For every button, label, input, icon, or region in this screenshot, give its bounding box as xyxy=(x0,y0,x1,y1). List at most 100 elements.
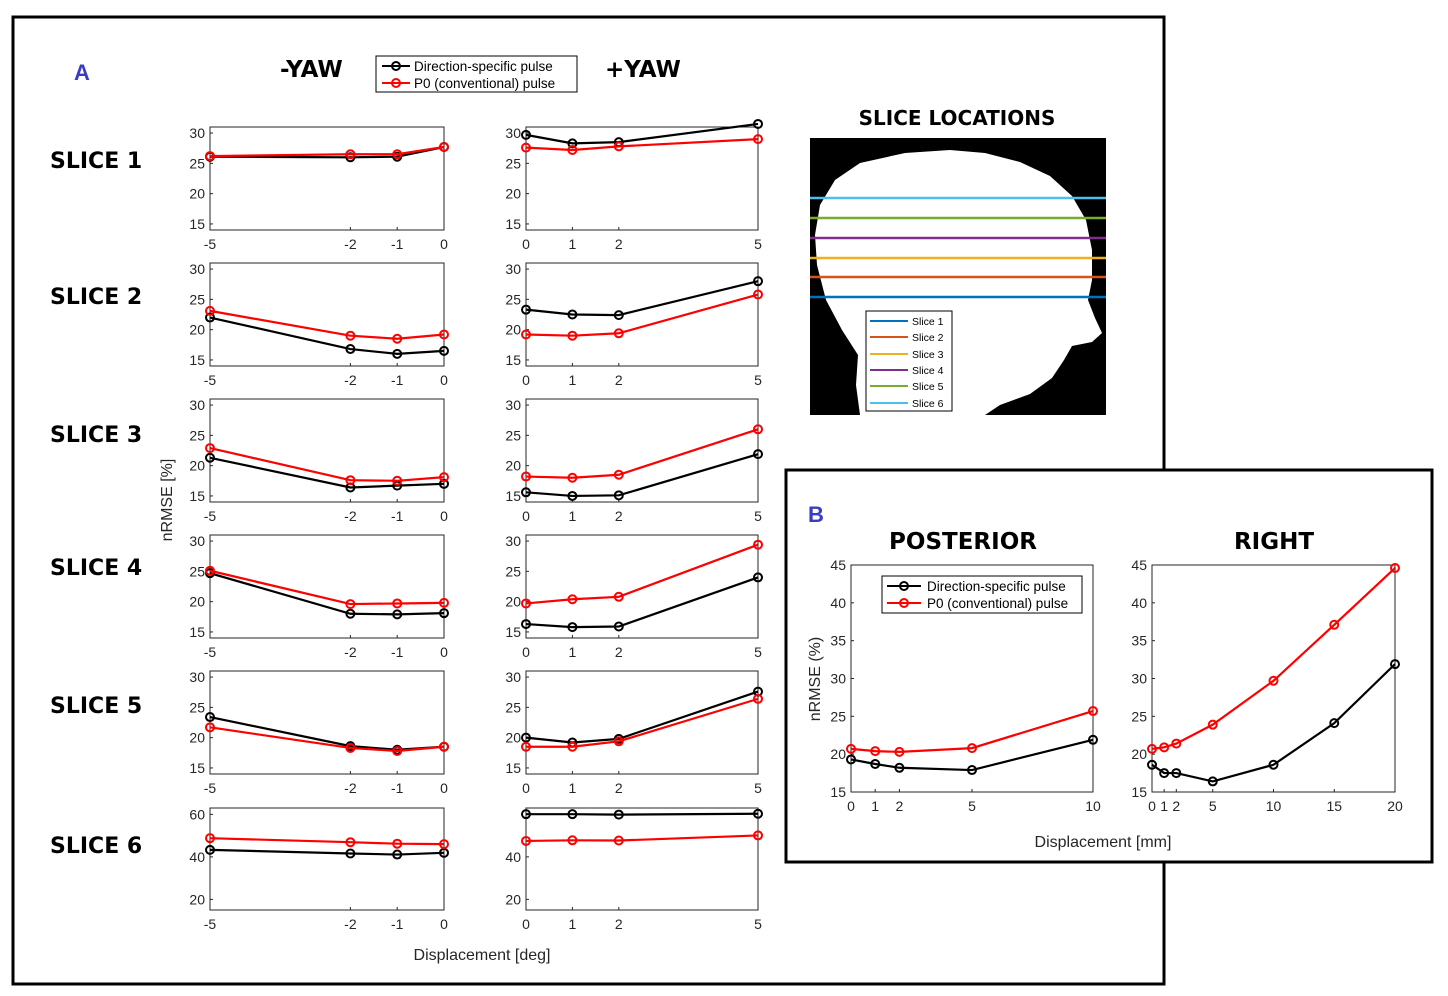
y-tick-label: 35 xyxy=(1131,633,1147,649)
y-tick-label: 25 xyxy=(505,427,521,443)
direction-specific-point xyxy=(846,754,856,765)
axes-box xyxy=(525,807,759,911)
p0-series-line xyxy=(525,293,759,337)
row-label-slice-6: SLICE 6 xyxy=(50,834,142,859)
y-tick-label: 25 xyxy=(505,563,521,579)
direction-specific-point xyxy=(567,490,578,501)
x-tick-label: 0 xyxy=(522,780,530,796)
p0-series-line xyxy=(850,709,1094,753)
direction-specific-point xyxy=(567,809,578,820)
x-tick-label: 20 xyxy=(1387,798,1403,814)
p0-point xyxy=(521,835,531,846)
x-tick-label: -5 xyxy=(204,508,217,524)
direction-specific-point xyxy=(613,310,624,321)
y-tick-label: 30 xyxy=(505,397,521,413)
p0-point xyxy=(1147,743,1157,754)
direction-specific-point xyxy=(205,712,215,723)
direction-specific-point xyxy=(521,619,531,630)
p0-point xyxy=(205,305,215,316)
p0-series-line xyxy=(525,428,759,479)
y-tick-label: 20 xyxy=(505,186,521,202)
direction-specific-point xyxy=(1329,718,1340,729)
x-tick-label: 0 xyxy=(440,916,448,932)
axes-box xyxy=(525,126,759,231)
p0-point xyxy=(870,746,881,757)
p0-point xyxy=(753,539,763,550)
p0-point xyxy=(521,598,531,609)
p0-point xyxy=(567,472,578,483)
p0-point xyxy=(521,741,531,752)
x-tick-label: -5 xyxy=(204,236,217,252)
direction-specific-point xyxy=(567,622,578,633)
y-tick-label: 15 xyxy=(505,488,521,504)
direction-specific-point xyxy=(567,138,578,149)
slice-legend-4: Slice 4 xyxy=(912,365,944,377)
y-tick-label: 30 xyxy=(189,397,205,413)
y-tick-label: 20 xyxy=(189,322,205,338)
p0-point xyxy=(392,838,403,849)
direction-specific-point xyxy=(753,276,763,287)
x-tick-label: 1 xyxy=(1160,798,1168,814)
x-tick-label: -5 xyxy=(204,916,217,932)
y-tick-label: 15 xyxy=(189,216,205,232)
direction-specific-series-line xyxy=(525,576,759,629)
p0-point xyxy=(613,736,624,747)
direction-specific-point xyxy=(1207,776,1218,787)
p0-point xyxy=(345,149,356,160)
p0-point xyxy=(567,145,578,156)
direction-specific-point xyxy=(1171,768,1182,779)
x-tick-label: 2 xyxy=(1172,798,1180,814)
slice-legend-2: Slice 2 xyxy=(912,332,944,344)
y-tick-label: 35 xyxy=(830,633,846,649)
y-tick-label: 15 xyxy=(1131,784,1147,800)
x-tick-label: 0 xyxy=(847,798,855,814)
direction-specific-series-line xyxy=(209,848,445,856)
x-tick-label: -1 xyxy=(391,916,404,932)
direction-specific-series-line xyxy=(525,453,759,498)
p0-point xyxy=(967,743,977,754)
direction-specific-series-line xyxy=(850,738,1094,772)
x-tick-label: -5 xyxy=(204,372,217,388)
y-tick-label: 20 xyxy=(505,458,521,474)
y-tick-label: 30 xyxy=(189,669,205,685)
direction-specific-point xyxy=(521,129,531,140)
direction-specific-point xyxy=(345,608,356,619)
y-tick-label: 30 xyxy=(505,533,521,549)
y-tick-label: 25 xyxy=(189,563,205,579)
slice-legend-5: Slice 5 xyxy=(912,381,944,393)
direction-specific-point xyxy=(753,118,763,129)
p0-series-line xyxy=(525,138,759,152)
panel-b-letter: B xyxy=(808,502,824,527)
axes-box xyxy=(209,126,445,231)
x-tick-label: -2 xyxy=(344,644,357,660)
p0-point xyxy=(1329,619,1340,630)
direction-specific-point xyxy=(392,609,403,620)
x-tick-label: 0 xyxy=(440,372,448,388)
direction-specific-point xyxy=(1147,759,1157,770)
direction-specific-point xyxy=(205,844,215,855)
p0-series-line xyxy=(525,543,759,605)
x-tick-label: -1 xyxy=(391,508,404,524)
chart-slice-4-minus-yaw: 15 20 25 30 -5 -2 -1 0 xyxy=(189,533,449,660)
p0-point xyxy=(753,134,763,145)
y-tick-label: 15 xyxy=(189,624,205,640)
direction-specific-series-line xyxy=(209,456,445,489)
p0-point xyxy=(613,328,624,339)
direction-specific-point xyxy=(521,809,531,820)
p0-point xyxy=(392,475,403,486)
x-tick-label: 5 xyxy=(754,780,762,796)
x-tick-label: -5 xyxy=(204,780,217,796)
x-tick-label: 0 xyxy=(522,236,530,252)
p0-point xyxy=(521,142,531,153)
p0-series-line xyxy=(209,447,445,482)
direction-specific-point xyxy=(392,849,403,860)
p0-point xyxy=(753,424,763,435)
chart-slice-5-minus-yaw: 15 20 25 30 -5 -2 -1 0 xyxy=(189,669,449,796)
direction-specific-point xyxy=(439,608,449,619)
direction-specific-point xyxy=(439,345,449,356)
direction-specific-point xyxy=(521,732,531,743)
row-label-slice-4: SLICE 4 xyxy=(50,556,142,581)
